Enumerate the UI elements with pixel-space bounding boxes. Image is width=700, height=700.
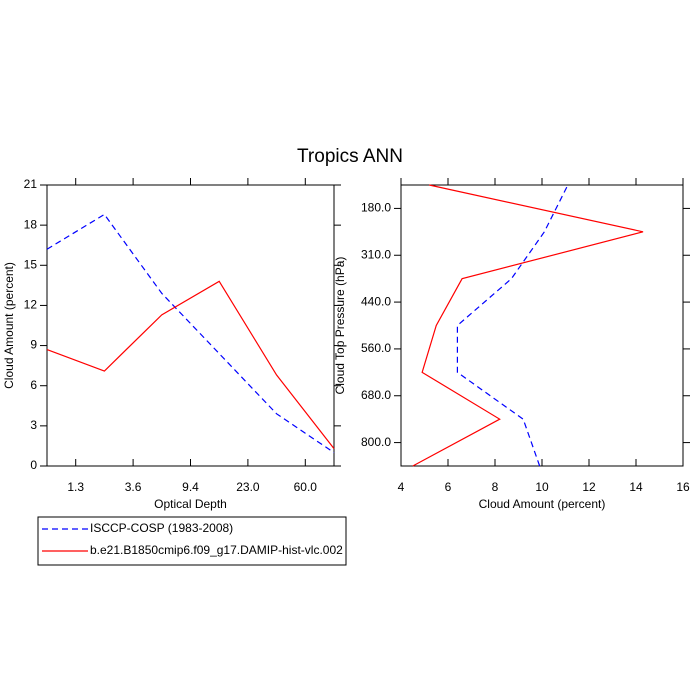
y-tick-label: 12 <box>24 298 38 312</box>
y-tick-label: 21 <box>24 177 38 191</box>
x-tick-label: 12 <box>582 480 596 494</box>
x-tick-label: 6 <box>445 480 452 494</box>
y-tick-label: 0 <box>30 458 37 472</box>
y-tick-label: 15 <box>24 257 38 271</box>
x-tick-label: 14 <box>629 480 643 494</box>
y-axis-label: Cloud Amount (percent) <box>2 262 16 389</box>
chart-title: Tropics ANN <box>297 146 403 167</box>
y-tick-label: 180.0 <box>361 201 391 215</box>
y-axis-label: Cloud Top Pressure (hPa) <box>333 257 347 395</box>
x-tick-label: 16 <box>676 480 690 494</box>
y-tick-label: 6 <box>30 378 37 392</box>
legend-label: b.e21.B1850cmip6.f09_g17.DAMIP-hist-vlc.… <box>90 543 343 557</box>
x-tick-label: 23.0 <box>236 480 260 494</box>
x-axis-label: Optical Depth <box>154 497 227 511</box>
x-tick-label: 8 <box>492 480 499 494</box>
y-tick-label: 800.0 <box>361 435 391 449</box>
data-line <box>412 184 644 467</box>
data-line <box>456 184 569 467</box>
legend-box <box>37 516 347 566</box>
x-tick-label: 60.0 <box>294 480 318 494</box>
x-tick-label: 3.6 <box>125 480 142 494</box>
legend-label: ISCCP-COSP (1983-2008) <box>90 521 233 535</box>
y-tick-label: 3 <box>30 418 37 432</box>
x-tick-label: 1.3 <box>67 480 84 494</box>
y-tick-label: 9 <box>30 338 37 352</box>
data-line <box>46 280 335 449</box>
plot-frame <box>46 184 335 467</box>
x-axis-label: Cloud Amount (percent) <box>479 497 606 511</box>
x-tick-label: 4 <box>398 480 405 494</box>
x-tick-label: 10 <box>535 480 549 494</box>
y-tick-label: 560.0 <box>361 341 391 355</box>
y-tick-label: 680.0 <box>361 388 391 402</box>
y-tick-label: 440.0 <box>361 294 391 308</box>
y-tick-label: 18 <box>24 217 38 231</box>
x-tick-label: 9.4 <box>182 480 199 494</box>
data-line <box>46 213 335 454</box>
y-tick-label: 310.0 <box>361 247 391 261</box>
plot-frame <box>400 184 684 467</box>
